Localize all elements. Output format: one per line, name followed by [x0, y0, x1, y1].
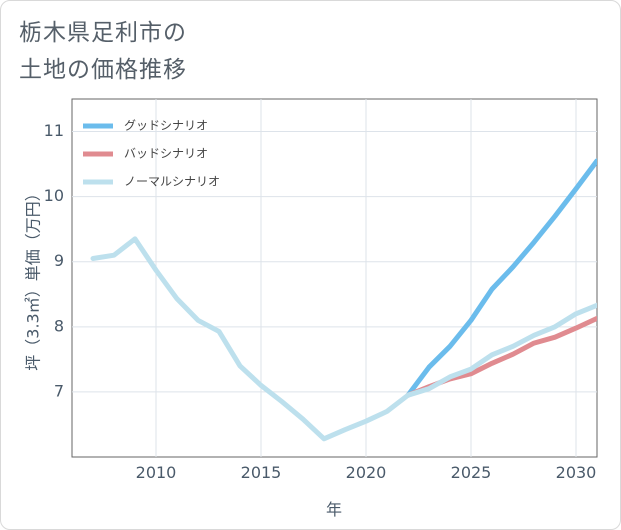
y-tick-label: 8	[54, 316, 64, 335]
series-line-0	[405, 158, 597, 398]
legend-label-0: グッドシナリオ	[124, 119, 208, 133]
y-tick-label: 10	[44, 186, 64, 205]
legend-label-2: ノーマルシナリオ	[124, 175, 220, 189]
series-lines	[90, 158, 597, 442]
x-tick-labels: 2010 2015 2020 2025 2030	[136, 463, 597, 482]
y-tick-label: 11	[44, 121, 64, 140]
chart-title-line-2: 土地の価格推移	[19, 57, 187, 83]
y-tick-label: 7	[54, 381, 64, 400]
y-tick-label: 9	[54, 251, 64, 270]
x-tick-label: 2010	[136, 463, 177, 482]
grid-lines	[72, 99, 597, 457]
chart-title: 栃木県足利市の 土地の価格推移	[19, 15, 187, 89]
x-tick-label: 2020	[346, 463, 387, 482]
x-tick-label: 2015	[241, 463, 282, 482]
x-axis-title: 年	[326, 500, 342, 519]
y-tick-labels: 7 8 9 10 11	[44, 121, 64, 400]
chart-title-line-1: 栃木県足利市の	[19, 20, 187, 46]
x-tick-label: 2030	[556, 463, 597, 482]
x-tick-label: 2025	[451, 463, 492, 482]
y-axis-title: 坪（3.3㎡）単価（万円）	[24, 185, 43, 370]
series-line-2	[90, 236, 597, 442]
legend-label-1: バッドシナリオ	[124, 147, 208, 161]
